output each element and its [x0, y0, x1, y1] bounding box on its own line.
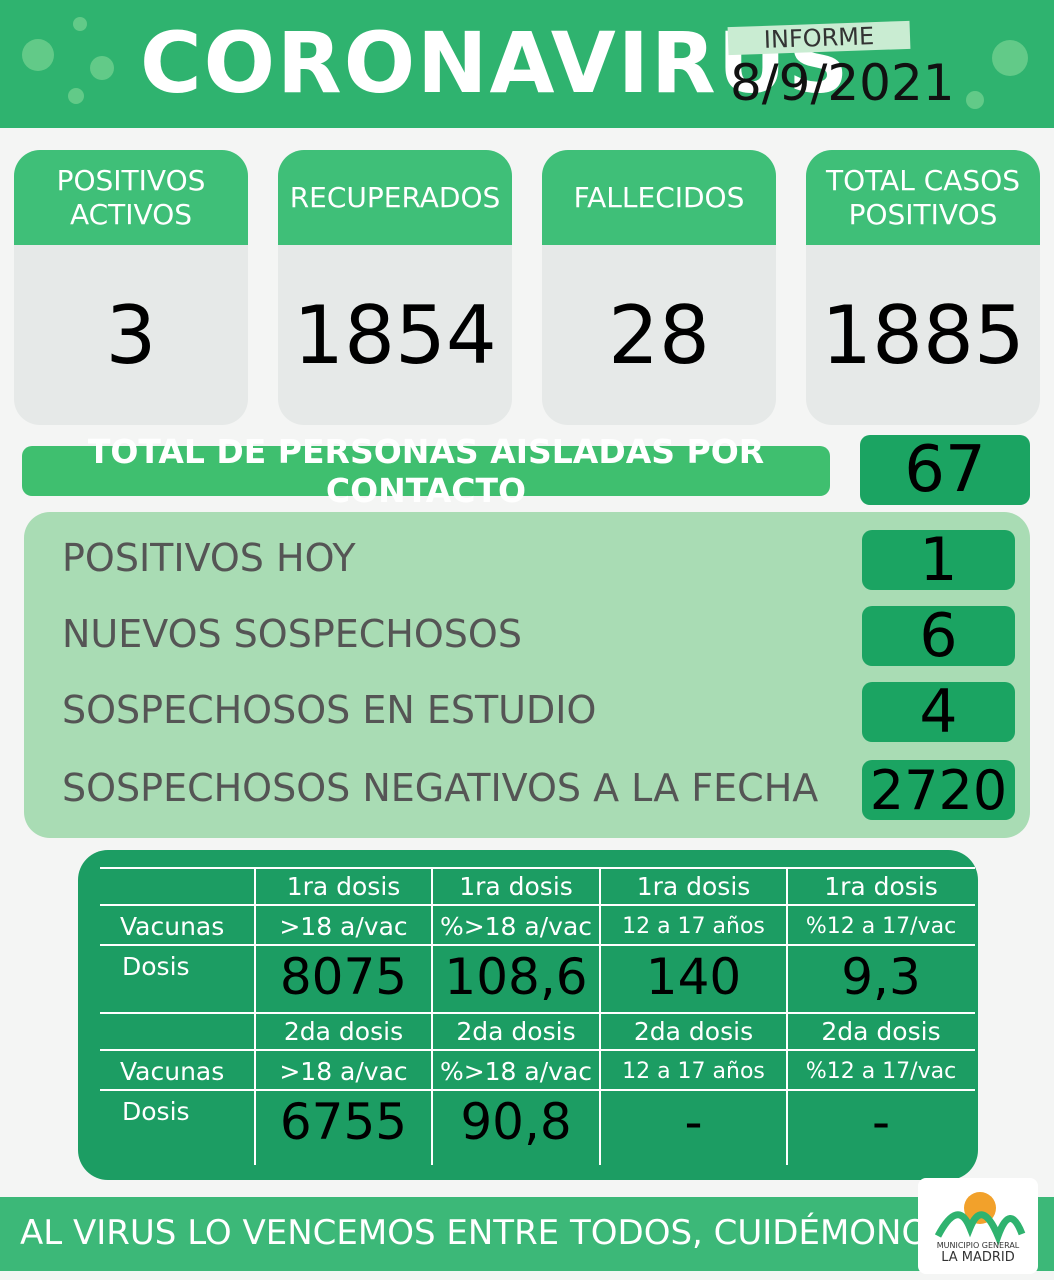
card-value: 28 — [542, 245, 776, 425]
card-label: TOTAL CASOS — [825, 163, 1021, 197]
card-header: RECUPERADOS — [278, 150, 512, 245]
logo-mark — [934, 1192, 1026, 1246]
card-value: 1885 — [806, 245, 1040, 425]
dose-value: 9,3 — [841, 948, 921, 1006]
col-header: 2da dosis — [456, 1017, 576, 1046]
col-subheader: >18 a/vac — [279, 912, 408, 941]
card-value: 3 — [14, 245, 248, 425]
card-value: 1854 — [278, 245, 512, 425]
col-header: 1ra dosis — [286, 872, 401, 901]
row-label: Dosis — [122, 952, 190, 981]
row-label: Dosis — [122, 1097, 190, 1126]
report-date: 8/9/2021 — [730, 54, 955, 112]
col-header: 1ra dosis — [636, 872, 751, 901]
stat-value: 6 — [862, 601, 1015, 671]
isolated-label: TOTAL DE PERSONAS AISLADAS POR CONTACTO — [22, 432, 830, 510]
stat-label: POSITIVOS HOY — [62, 536, 356, 580]
col-subheader: %>18 a/vac — [439, 1057, 593, 1086]
dose-value: - — [684, 1093, 703, 1151]
virus-decor — [22, 17, 1028, 109]
stat-value: 2720 — [862, 759, 1015, 822]
dose-value: - — [871, 1093, 891, 1151]
card-label: FALLECIDOS — [573, 180, 745, 214]
col-subheader: %12 a 17/vac — [805, 914, 957, 939]
stat-value: 4 — [862, 677, 1015, 747]
col-subheader: %>18 a/vac — [439, 912, 593, 941]
col-header: 2da dosis — [283, 1017, 404, 1046]
col-subheader: 12 a 17 años — [622, 914, 765, 939]
col-header: 1ra dosis — [824, 872, 938, 901]
card-label: RECUPERADOS — [289, 180, 501, 214]
dose-value: 108,6 — [444, 948, 588, 1006]
isolated-value: 67 — [860, 433, 1030, 507]
card-label: ACTIVOS — [69, 197, 193, 231]
logo: MUNICIPIO GENERAL LA MADRID — [918, 1178, 1038, 1274]
card-header: TOTAL CASOS POSITIVOS — [806, 150, 1040, 245]
col-header: 2da dosis — [633, 1017, 754, 1046]
col-header: 1ra dosis — [459, 872, 573, 901]
slogan: AL VIRUS LO VENCEMOS ENTRE TODOS, CUIDÉM… — [20, 1213, 950, 1253]
dose-value: 6755 — [279, 1093, 408, 1151]
card-label: POSITIVOS — [56, 163, 206, 197]
dose-value: 8075 — [279, 948, 408, 1006]
stat-value: 1 — [862, 525, 1015, 595]
row-label: Vacunas — [120, 912, 225, 941]
col-subheader: >18 a/vac — [279, 1057, 408, 1086]
stat-label: SOSPECHOSOS EN ESTUDIO — [62, 688, 597, 732]
logo-line: LA MADRID — [941, 1249, 1015, 1265]
col-subheader: %12 a 17/vac — [805, 1059, 957, 1084]
col-header: 2da dosis — [821, 1017, 941, 1046]
stat-label: NUEVOS SOSPECHOSOS — [62, 612, 522, 656]
dose-value: 90,8 — [460, 1093, 572, 1151]
card-header: FALLECIDOS — [542, 150, 776, 245]
footer-band — [0, 1197, 1054, 1271]
logo-text: MUNICIPIO GENERAL LA MADRID — [918, 1241, 1038, 1265]
col-subheader: 12 a 17 años — [622, 1059, 765, 1084]
card-header: POSITIVOS ACTIVOS — [14, 150, 248, 245]
logo-line: MUNICIPIO GENERAL — [936, 1241, 1020, 1250]
card-label: POSITIVOS — [848, 197, 998, 231]
dose-value: 140 — [645, 948, 742, 1006]
stat-label: SOSPECHOSOS NEGATIVOS A LA FECHA — [62, 766, 819, 810]
row-label: Vacunas — [120, 1057, 225, 1086]
